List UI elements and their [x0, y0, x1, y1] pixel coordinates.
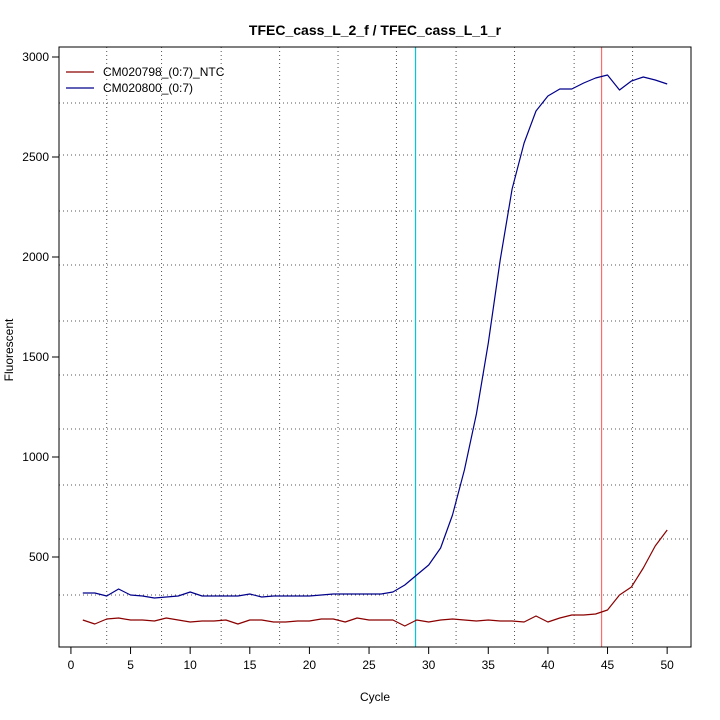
- x-tick-label: 20: [303, 658, 317, 672]
- y-tick-label: 3000: [22, 50, 49, 64]
- y-tick-label: 2000: [22, 250, 49, 264]
- x-tick-label: 15: [243, 658, 257, 672]
- x-tick-label: 40: [541, 658, 555, 672]
- x-tick-label: 30: [422, 658, 436, 672]
- grid: [59, 47, 691, 647]
- series-line-2: [82, 74, 668, 599]
- x-tick-label: 0: [68, 658, 75, 672]
- plot-frame: [58, 46, 692, 648]
- series-lines: [82, 74, 668, 627]
- x-tick-label: 35: [482, 658, 496, 672]
- x-tick-label: 10: [183, 658, 197, 672]
- y-tick-label: 500: [29, 550, 49, 564]
- x-axis: 0 5 10 15 20 25 30 35 40 45 50: [68, 646, 674, 672]
- y-axis-label: Fluorescent: [2, 318, 16, 381]
- chart-title: TFEC_cass_L_2_f / TFEC_cass_L_1_r: [249, 22, 502, 38]
- y-axis: 500 1000 1500 2000 2500 3000: [22, 50, 60, 564]
- threshold-lines: [414, 47, 603, 647]
- y-tick-label: 2500: [22, 150, 49, 164]
- x-tick-label: 45: [601, 658, 615, 672]
- y-tick-label: 1000: [22, 450, 49, 464]
- x-tick-label: 25: [362, 658, 376, 672]
- series-line-1: [82, 529, 668, 627]
- legend-label: CM020800_(0:7): [103, 81, 193, 95]
- y-tick-label: 1500: [22, 350, 49, 364]
- legend-label: CM020798_(0:7)_NTC: [103, 65, 225, 79]
- x-tick-label: 5: [127, 658, 134, 672]
- x-axis-label: Cycle: [360, 690, 390, 704]
- x-tick-label: 50: [660, 658, 674, 672]
- legend: CM020798_(0:7)_NTC CM020800_(0:7): [66, 65, 225, 95]
